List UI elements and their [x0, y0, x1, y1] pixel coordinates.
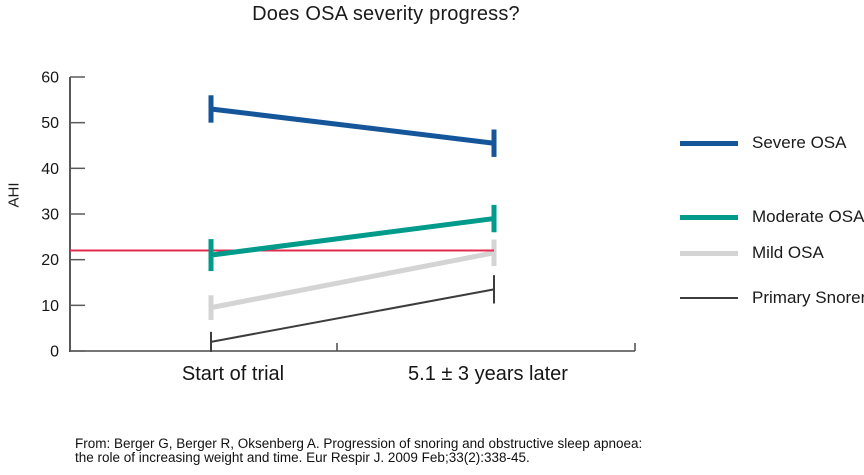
legend-item-primary-snorers: Primary Snorers	[680, 288, 864, 308]
legend-label-mild: Mild OSA	[752, 243, 824, 262]
series-line-2	[210, 250, 495, 311]
chart-title: Does OSA severity progress?	[252, 3, 520, 25]
citation-line-2: the role of increasing weight and time. …	[75, 450, 530, 465]
legend-item-moderate: Moderate OSA	[680, 207, 864, 227]
citation: From: Berger G, Berger R, Oksenberg A. P…	[75, 437, 642, 465]
y-tick-label: 10	[41, 298, 59, 315]
legend-label-primary-snorers: Primary Snorers	[752, 288, 864, 307]
legend: Severe OSA Moderate OSA Mild OSA Primary…	[680, 0, 864, 360]
legend-label-severe: Severe OSA	[752, 133, 847, 152]
legend-item-mild: Mild OSA	[680, 243, 824, 263]
y-tick-label: 0	[50, 344, 59, 361]
series-line-3	[210, 288, 495, 343]
legend-label-moderate: Moderate OSA	[752, 207, 864, 226]
series-line-0	[210, 106, 495, 146]
legend-line-moderate	[680, 214, 738, 220]
y-tick-label: 30	[41, 207, 59, 224]
legend-line-severe	[680, 140, 738, 146]
y-tick-label: 50	[41, 115, 59, 132]
legend-line-mild	[680, 250, 738, 256]
y-tick-label: 60	[41, 70, 59, 87]
x-category-label: Start of trial	[182, 363, 284, 385]
y-tick-label: 40	[41, 161, 59, 178]
legend-item-severe: Severe OSA	[680, 133, 847, 153]
y-tick-label: 20	[41, 252, 59, 269]
series-line-1	[210, 216, 495, 258]
citation-line-1: From: Berger G, Berger R, Oksenberg A. P…	[75, 436, 643, 451]
legend-line-primary-snorers	[680, 297, 738, 299]
x-category-label: 5.1 ± 3 years later	[408, 363, 568, 385]
